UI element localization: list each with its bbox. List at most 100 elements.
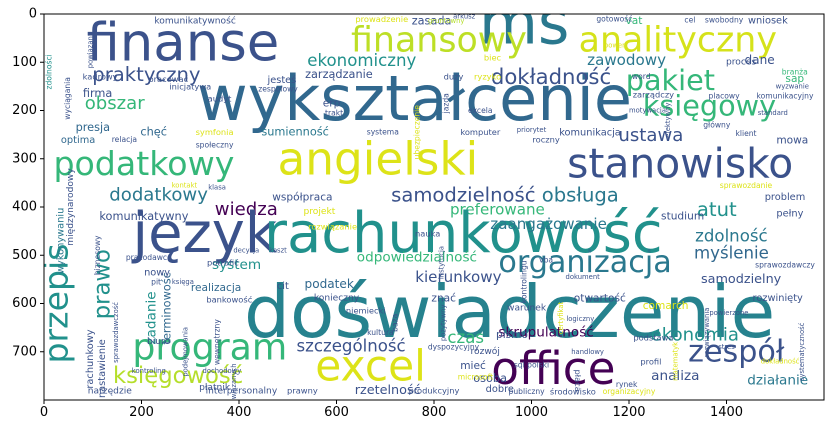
word: priorytet (517, 126, 547, 134)
word: decyzja (233, 246, 259, 254)
word: ubezpieczenie (412, 105, 421, 160)
word: otwartość (574, 293, 626, 305)
word: inicjatywa (169, 81, 211, 91)
word: sap (785, 73, 804, 85)
word: konieczny (314, 294, 360, 304)
y-tick-label: 300 (12, 151, 37, 166)
x-tick-label: 1200 (612, 405, 645, 420)
word: systema (367, 128, 399, 137)
word: firma (83, 87, 113, 100)
word: obsługa (542, 183, 619, 206)
word: word (632, 72, 651, 81)
word: międzynarodowy (66, 168, 76, 246)
word: sprawozdanie (720, 181, 773, 190)
word: samodzielność (391, 183, 535, 206)
word: związanych (230, 363, 238, 402)
word: zespołowy (258, 84, 298, 93)
word: szczególność (297, 337, 406, 356)
word: sprawozdawczy (755, 260, 815, 269)
y-tick-label: 600 (12, 296, 37, 311)
plot-background (44, 14, 824, 400)
word: produkcyjny (409, 385, 460, 395)
word: pełny (776, 209, 803, 220)
word: osoba (473, 372, 507, 385)
word: erp (323, 97, 341, 109)
word: narzędzie (88, 386, 133, 396)
word: preferowane (450, 200, 545, 218)
word: działanie (747, 373, 808, 389)
word: branża (782, 67, 808, 76)
word: nastawienie (97, 339, 108, 398)
y-tick-label: 200 (12, 103, 37, 118)
word: podatkowy (53, 144, 234, 183)
y-tick-label: 700 (12, 344, 37, 359)
word: presja (76, 121, 110, 134)
word: sumienność (261, 126, 328, 139)
word: interpersonalny (206, 386, 278, 396)
x-tick-label: 1400 (710, 405, 743, 420)
word: niemiecki (346, 306, 386, 316)
word: logiczny (566, 315, 594, 323)
word: samodzielny (701, 272, 782, 287)
word: atut (697, 198, 737, 221)
word: cit (277, 281, 289, 292)
word: jesteś (266, 74, 296, 86)
word: dochodowy (203, 367, 242, 375)
y-tick-label: 0 (29, 7, 37, 22)
word: biuro (147, 337, 171, 347)
word: komunikacja (559, 128, 621, 139)
word: dokładność (491, 64, 611, 89)
word: kultura (367, 328, 394, 337)
word: vba (539, 256, 553, 265)
word: rachunkowość (264, 201, 663, 266)
word: zarządzanie (305, 68, 373, 81)
word: certyfikat (557, 302, 565, 335)
word: rachunkowy (85, 329, 96, 388)
word: sql polski (514, 360, 549, 369)
word: dobre (486, 384, 514, 395)
word: klasa (208, 184, 226, 192)
word: baza (391, 314, 400, 332)
word: biznesowy (93, 235, 102, 275)
word: zawodowy (587, 51, 666, 69)
word: office (491, 342, 615, 395)
word: stanowisko (567, 140, 793, 188)
word: język (131, 201, 278, 266)
word: zarządczy (633, 90, 674, 100)
word: klient (735, 129, 756, 138)
word: komputer (460, 127, 501, 137)
word: czas (447, 328, 484, 347)
word: gotowość (596, 14, 632, 23)
y-axis: 0 100 200 300 400 500 600 700 (12, 7, 44, 359)
word: handlowy (571, 348, 604, 356)
word: audyt (208, 93, 233, 103)
word: myślenie (694, 243, 769, 262)
word: wykształcenie (197, 62, 632, 135)
word: publiczny (509, 387, 546, 396)
word: zdolność (695, 226, 767, 245)
word: rozwiązanie (308, 221, 357, 231)
word: przepis (37, 243, 76, 363)
word: zespół (688, 334, 785, 369)
word: arkusz (453, 12, 476, 20)
word: podejmowania (181, 327, 189, 377)
word: organizacja (498, 245, 671, 280)
word: środowisko (550, 386, 596, 396)
word: zasada (412, 14, 452, 27)
x-tick-label: 200 (129, 405, 154, 420)
word: analityczny (579, 21, 777, 61)
word: mieć (460, 360, 486, 372)
word: pakiet (626, 63, 715, 97)
word: komunikatywny (99, 210, 188, 223)
word: chęć (140, 126, 167, 139)
word: organizacyjny (603, 387, 656, 396)
x-axis: 0 200 400 600 800 1000 1200 1400 (40, 400, 743, 420)
word: roczny (532, 134, 559, 144)
x-tick-label: 800 (422, 405, 447, 420)
word: rzetelność (355, 383, 421, 398)
word: studium (661, 211, 704, 223)
word: optima (61, 135, 95, 146)
word: ryzyko (474, 72, 501, 82)
